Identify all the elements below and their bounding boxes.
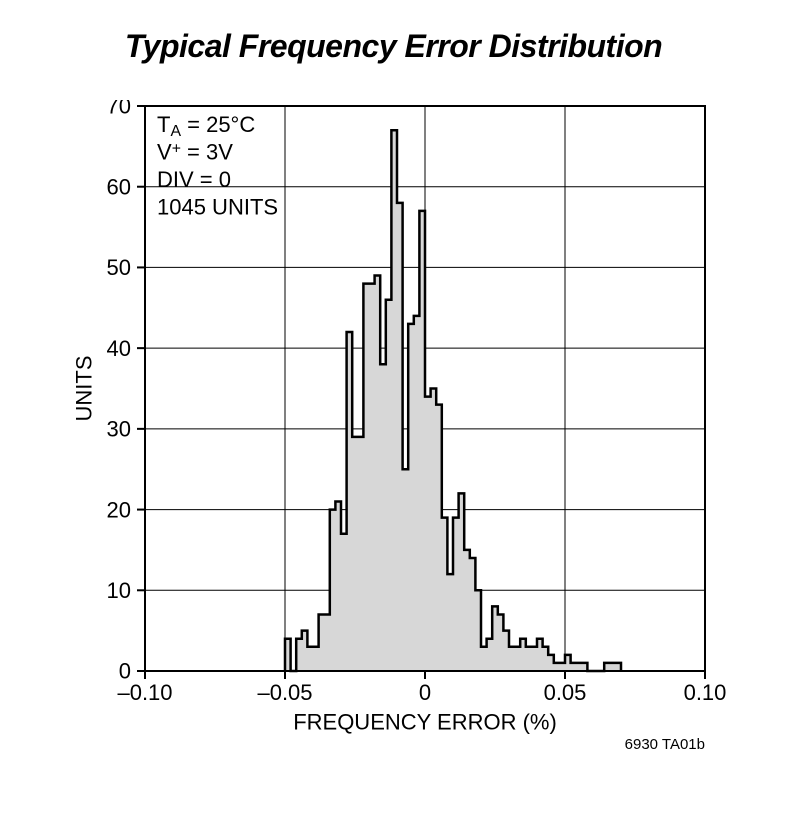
annotation-line-4: 1045 UNITS [157, 195, 278, 220]
y-tick-label: 70 [107, 100, 131, 119]
y-tick-label: 20 [107, 497, 131, 522]
y-tick-label: 30 [107, 417, 131, 442]
chart-title: Typical Frequency Error Distribution [0, 28, 787, 65]
figure-reference-tag: 6930 TA01b [625, 736, 705, 753]
x-tick-label: –0.05 [257, 680, 312, 705]
y-axis-label: UNITS [71, 356, 96, 422]
x-tick-label: 0.10 [684, 680, 727, 705]
y-tick-label: 50 [107, 255, 131, 280]
annotation-line-2: V+ = 3V [157, 140, 233, 165]
x-tick-label: 0.05 [544, 680, 587, 705]
y-tick-label: 40 [107, 336, 131, 361]
y-tick-label: 60 [107, 174, 131, 199]
histogram-chart: –0.10–0.0500.050.10010203040506070FREQUE… [60, 100, 760, 805]
chart-svg: –0.10–0.0500.050.10010203040506070FREQUE… [60, 100, 760, 800]
y-tick-label: 10 [107, 578, 131, 603]
x-axis-label: FREQUENCY ERROR (%) [293, 710, 557, 735]
y-tick-label: 0 [119, 659, 131, 684]
annotation-line-3: DIV = 0 [157, 167, 231, 192]
x-tick-label: 0 [419, 680, 431, 705]
